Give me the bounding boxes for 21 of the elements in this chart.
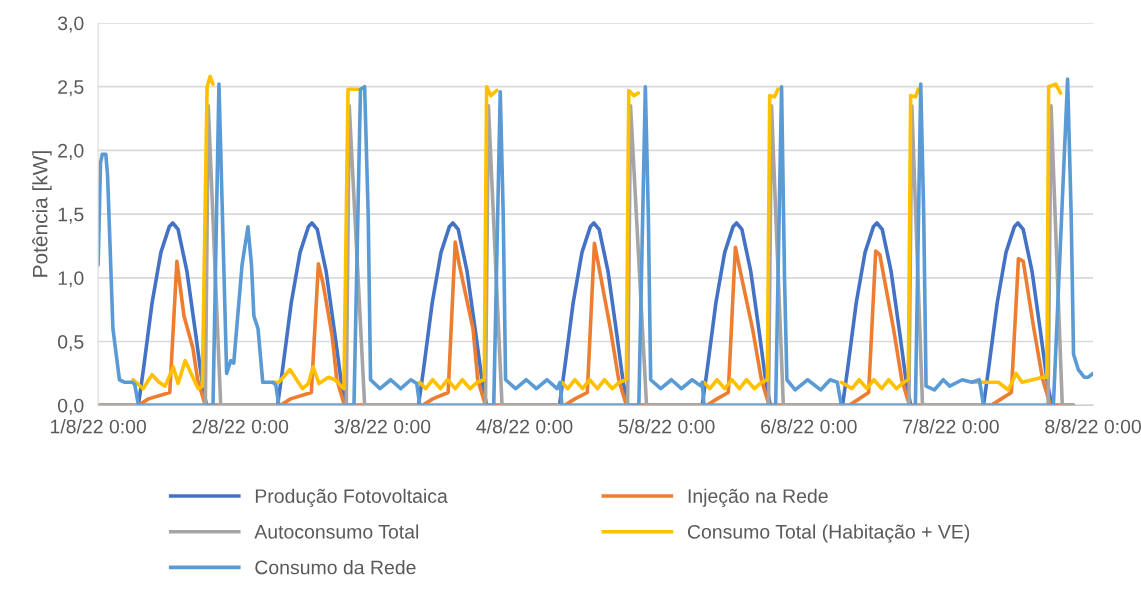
x-tick-label: 2/8/22 0:00 — [192, 419, 289, 434]
y-tick-label: 0,0 — [57, 398, 84, 415]
x-tick-label: 8/8/22 0:00 — [1045, 419, 1141, 434]
x-tick-label: 3/8/22 0:00 — [334, 419, 431, 434]
legend-label: Produção Fotovoltaica — [255, 488, 448, 507]
x-tick-label: 4/8/22 0:00 — [476, 419, 573, 434]
y-tick-label: 1,0 — [58, 271, 84, 288]
legend-label: Injeção na Rede — [688, 488, 828, 507]
y-tick-label: 2,5 — [58, 80, 84, 97]
x-tick-label: 5/8/22 0:00 — [618, 419, 715, 434]
y-tick-label: 3,0 — [57, 16, 84, 33]
y-axis-title: Potência [kW] — [32, 151, 52, 277]
legend-label: Autoconsumo Total — [254, 524, 419, 539]
y-tick-label: 1,5 — [58, 207, 84, 224]
x-tick-label: 7/8/22 0:00 — [903, 419, 999, 434]
y-tick-label: 0,5 — [57, 334, 84, 352]
x-tick-label: 6/8/22 0:00 — [761, 419, 857, 434]
y-tick-label: 2,0 — [58, 143, 84, 160]
legend-label: Consumo Total (Habitação + VE) — [687, 524, 970, 543]
x-tick-label: 1/8/22 0:00 — [50, 419, 147, 434]
legend-label: Consumo da Rede — [255, 560, 416, 575]
